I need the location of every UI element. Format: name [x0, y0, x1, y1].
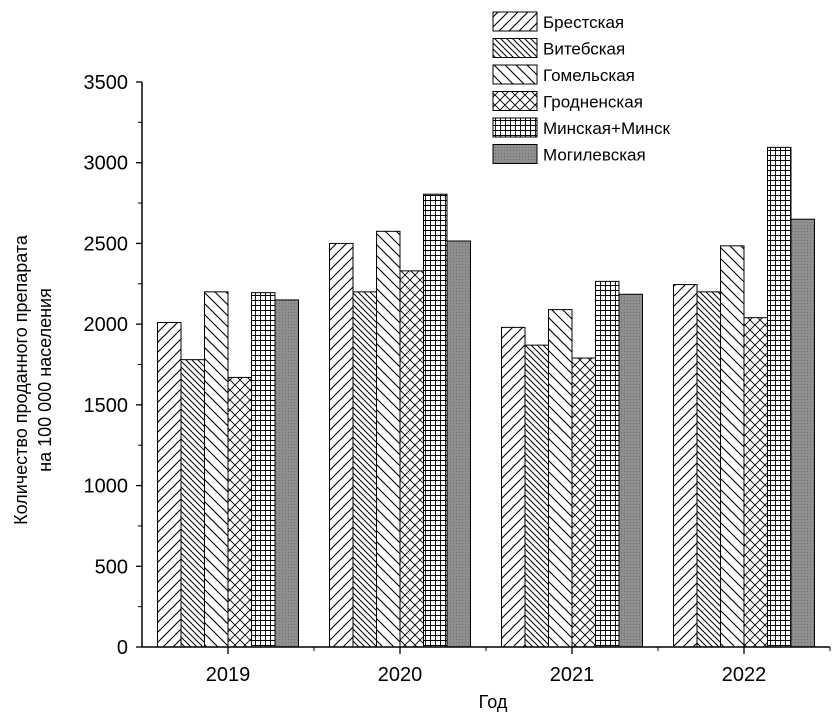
y-tick-label: 3500: [84, 72, 129, 94]
bar-2021-2: [548, 309, 573, 648]
y-tick-label: 500: [95, 556, 128, 578]
bar-2020-1: [352, 291, 377, 648]
legend-swatch: [492, 64, 538, 85]
bar-2022-2: [720, 245, 745, 648]
bar-2019-4: [251, 292, 276, 648]
bar-2022-3: [743, 317, 768, 648]
x-axis-ticks: 2019 2020 2021 2022: [206, 647, 831, 686]
bar-2019-5: [274, 299, 299, 648]
bar-2022-5: [790, 218, 815, 648]
y-axis-ticks: 0 500 1000 1500 2000 2500 3000 3500: [84, 72, 142, 659]
bar-2020-3: [399, 270, 424, 648]
bar-2019-0: [157, 322, 182, 648]
bar-2021-0: [501, 326, 526, 648]
bar-2021-1: [524, 344, 549, 648]
legend-swatch: [492, 11, 538, 32]
y-tick-label: 1000: [84, 476, 129, 498]
legend: Брестская Витебская Гомельская Гродненская М…: [492, 11, 670, 165]
y-axis-title-line-2: на 100 000 населения: [35, 288, 55, 472]
bar-2022-4: [767, 146, 792, 648]
bar-2019-1: [180, 359, 205, 648]
bars: [157, 146, 815, 648]
y-axis-title-line-1: Количество проданного препарата: [11, 234, 31, 525]
x-axis-title: Год: [479, 692, 508, 712]
legend-swatch: [492, 144, 538, 164]
bar-2020-4: [423, 193, 448, 648]
legend-label: Могилевская: [543, 146, 646, 165]
x-tick-label: 2019: [206, 664, 251, 686]
legend-label: Гродненская: [543, 93, 643, 112]
legend-swatch: [492, 91, 538, 111]
x-tick-label: 2020: [378, 664, 423, 686]
bar-2021-4: [595, 280, 620, 648]
y-axis-title: Количество проданного препарата на 100 0…: [11, 234, 55, 525]
bar-2019-3: [227, 376, 252, 648]
y-tick-label: 1500: [84, 395, 129, 417]
y-tick-label: 0: [117, 637, 128, 659]
legend-label: Брестская: [543, 13, 624, 32]
legend-label: Витебская: [543, 40, 625, 59]
legend-swatch: [492, 117, 538, 138]
x-tick-label: 2021: [550, 664, 595, 686]
y-tick-label: 2500: [84, 233, 129, 255]
bar-2021-3: [571, 357, 596, 648]
bar-2022-0: [673, 284, 698, 648]
legend-label: Минская+Минск: [543, 119, 670, 138]
bar-2020-0: [329, 242, 354, 648]
bar-2020-2: [376, 230, 401, 648]
bar-2020-5: [446, 240, 471, 648]
bar-2019-2: [204, 291, 229, 648]
y-tick-label: 3000: [84, 153, 129, 175]
bar-2021-5: [618, 293, 643, 648]
legend-label: Гомельская: [543, 66, 635, 85]
bar-2022-1: [696, 291, 721, 648]
legend-swatch: [492, 38, 538, 58]
y-tick-label: 2000: [84, 314, 129, 336]
x-tick-label: 2022: [722, 664, 767, 686]
